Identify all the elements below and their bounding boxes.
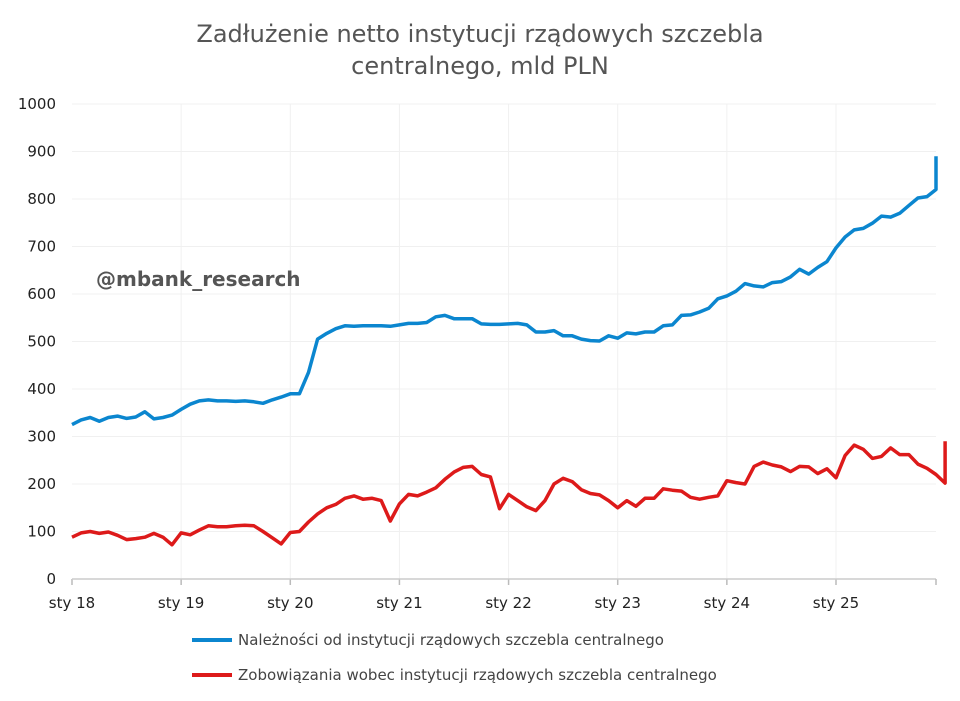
y-axis: 0 100 200 300 400 500 600 700 800 900 1000: [18, 95, 56, 588]
y-tick-label: 800: [27, 190, 56, 208]
legend: Należności od instytucji rządowych szcze…: [192, 631, 717, 684]
y-tick-label: 0: [46, 570, 56, 588]
x-tick-label: sty 25: [813, 594, 859, 612]
gridlines: [72, 103, 936, 579]
x-axis: sty 18 sty 19 sty 20 sty 21 sty 22 sty 23 sty …: [49, 578, 937, 612]
x-tick-label: sty 19: [158, 594, 204, 612]
y-tick-label: 600: [27, 285, 56, 303]
chart-title-line1: Zadłużenie netto instytucji rządowych sz…: [196, 20, 763, 48]
x-tick-label: sty 22: [485, 594, 531, 612]
legend-label-1: Należności od instytucji rządowych szcze…: [238, 631, 664, 649]
y-tick-label: 100: [27, 523, 56, 541]
y-tick-label: 300: [27, 428, 56, 446]
y-tick-label: 400: [27, 380, 56, 398]
y-tick-label: 900: [27, 143, 56, 161]
series-lines: [71, 156, 947, 547]
x-tick-label: sty 18: [49, 594, 95, 612]
y-tick-label: 1000: [18, 95, 56, 113]
x-tick-label: sty 23: [594, 594, 640, 612]
x-tick-label: sty 21: [376, 594, 422, 612]
y-tick-label: 500: [27, 333, 56, 351]
legend-label-2: Zobowiązania wobec instytucji rządowych …: [238, 666, 717, 684]
x-tick-label: sty 20: [267, 594, 313, 612]
x-tick-label: sty 24: [704, 594, 750, 612]
series-line-1: [71, 156, 938, 427]
watermark: @mbank_research: [96, 267, 301, 291]
chart-title-line2: centralnego, mld PLN: [351, 52, 609, 80]
series-line-2: [71, 441, 947, 547]
y-tick-label: 200: [27, 475, 56, 493]
y-tick-label: 700: [27, 238, 56, 256]
